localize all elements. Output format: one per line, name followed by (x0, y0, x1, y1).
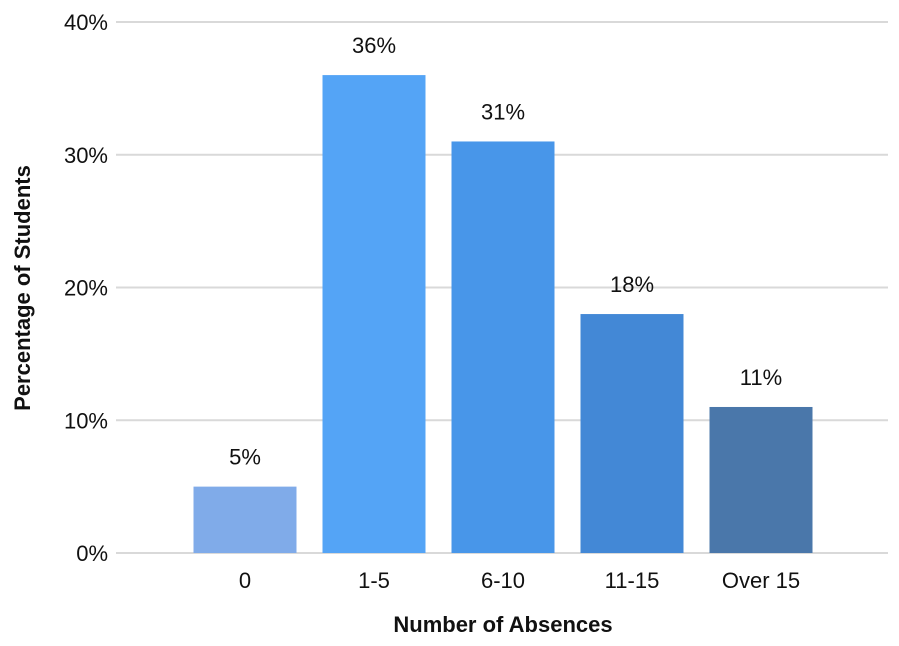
y-tick-label: 20% (64, 276, 108, 301)
x-axis-ticks: 0 1-5 6-10 11-15 Over 15 (239, 568, 800, 593)
bars (193, 75, 813, 553)
x-tick-label: 11-15 (605, 568, 660, 593)
bar (451, 141, 555, 553)
bar (580, 314, 684, 553)
x-tick-label: 1-5 (358, 568, 390, 593)
y-tick-label: 40% (64, 10, 108, 35)
data-label: 36% (352, 33, 396, 58)
y-tick-label: 0% (76, 541, 108, 566)
data-labels: 5% 36% 31% 18% 11% (229, 33, 782, 470)
data-label: 18% (610, 272, 654, 297)
y-tick-label: 10% (64, 408, 108, 433)
bar (709, 406, 813, 553)
data-label: 31% (481, 99, 525, 124)
y-axis-ticks: 0% 10% 20% 30% 40% (64, 10, 108, 566)
bar (322, 75, 426, 553)
y-axis-title: Percentage of Students (10, 165, 35, 411)
x-tick-label: Over 15 (722, 568, 800, 593)
x-axis-title: Number of Absences (393, 612, 612, 637)
bar (193, 486, 297, 553)
x-tick-label: 0 (239, 568, 251, 593)
data-label: 5% (229, 445, 261, 470)
x-tick-label: 6-10 (481, 568, 525, 593)
y-tick-label: 30% (64, 143, 108, 168)
data-label: 11% (740, 365, 782, 390)
